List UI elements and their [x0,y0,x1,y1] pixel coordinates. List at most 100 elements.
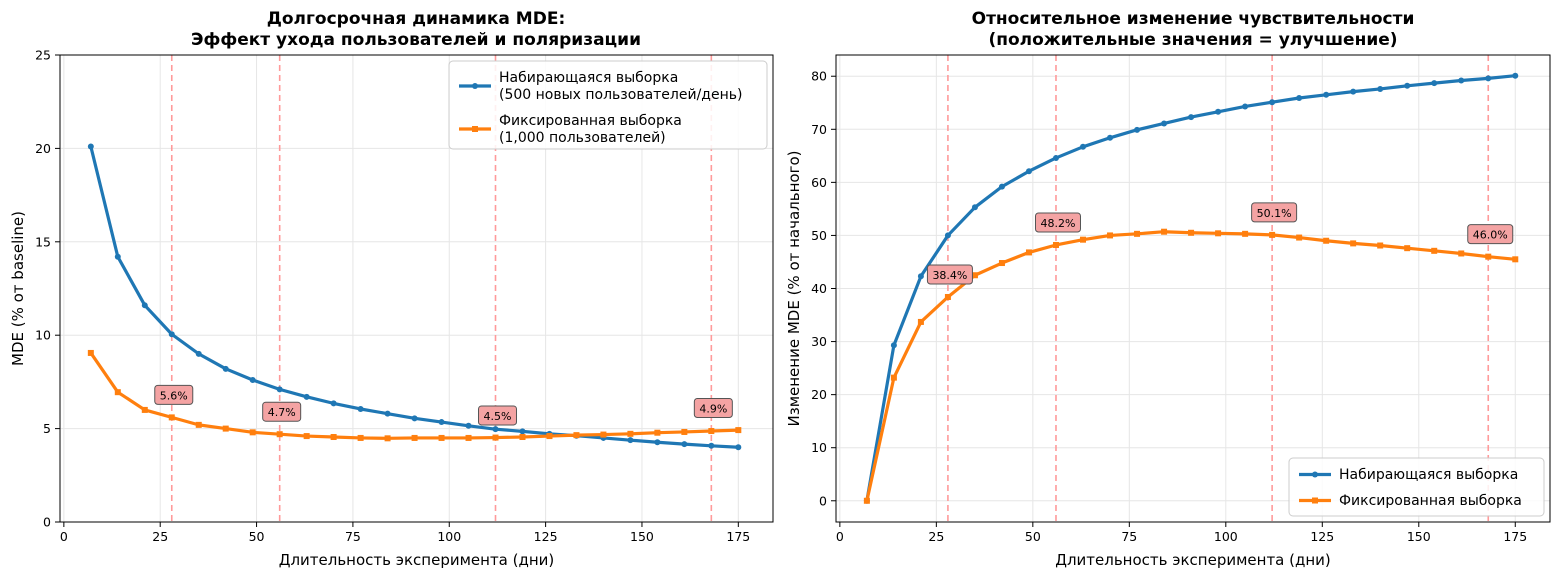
data-point [195,350,202,357]
data-point [998,183,1005,190]
data-point [1323,237,1330,244]
data-point [438,419,445,426]
data-point [141,302,148,309]
data-point [168,331,175,338]
data-point [276,386,283,393]
y-axis-label: Изменение MDE (% от начального) [785,151,803,427]
data-point [708,428,715,435]
data-point [1052,241,1059,248]
x-tick-label: 50 [1025,529,1041,544]
data-point [1404,245,1411,252]
x-tick-label: 25 [928,529,944,544]
y-tick-label: 25 [35,48,51,63]
x-tick-label: 25 [152,529,168,544]
legend: Набирающаяся выборка Фиксированная выборк… [1288,457,1545,517]
annotation-box [1034,212,1081,233]
x-tick-label: 125 [1310,529,1334,544]
data-point [998,260,1005,267]
y-tick-label: 40 [811,281,827,296]
data-point [917,273,924,280]
data-point [944,293,951,300]
y-tick-label: 70 [811,122,827,137]
data-point [1377,85,1384,92]
data-point [1512,256,1519,263]
data-point [654,439,661,446]
data-point [600,431,607,438]
y-tick-label: 5 [43,421,51,436]
data-point [1350,240,1357,247]
legend-swatch-marker [1312,497,1318,504]
data-point [168,414,175,421]
legend-label: Набирающаяся выборка [499,70,678,86]
data-point [195,421,202,428]
data-point [465,434,472,441]
data-point [1458,250,1465,257]
annotation: 4.9% [693,397,733,418]
annotation: 4.5% [478,405,518,426]
annotation-label: 4.9% [699,402,727,415]
annotation-box [1467,224,1514,245]
legend-box [1288,457,1545,517]
chart-title: Долгосрочная динамика MDE: [267,9,566,29]
data-point [411,434,418,441]
data-point [1296,94,1303,101]
data-point [465,422,472,429]
x-tick-label: 0 [60,529,68,544]
data-point [1377,242,1384,249]
annotation: 46.0% [1467,224,1514,245]
annotation-label: 46.0% [1473,229,1508,242]
data-point [492,434,499,441]
data-point [1134,126,1141,133]
data-point [249,429,256,436]
y-tick-label: 10 [811,440,827,455]
data-point [1025,249,1032,256]
data-point [1404,82,1411,89]
data-point [971,204,978,211]
data-point [1161,228,1168,235]
data-point [627,437,634,444]
x-tick-label: 0 [836,529,844,544]
data-point [1080,236,1087,243]
data-point [1350,88,1357,95]
data-point [1458,77,1465,84]
legend-box [448,60,768,150]
data-point [1188,229,1195,236]
data-point [1485,75,1492,82]
x-axis-label: Длительность эксперимента (дни) [1055,551,1331,569]
data-point [411,415,418,422]
legend-label: Набирающаяся выборка [1339,467,1518,483]
data-point [357,405,364,412]
data-point [1512,72,1519,79]
legend-swatch-marker [472,83,478,89]
data-point [222,365,229,372]
y-tick-label: 80 [811,69,827,84]
grid [836,55,1550,522]
annotation-box [926,264,973,285]
annotation: 4.7% [262,401,302,422]
y-tick-label: 30 [811,334,827,349]
data-point [87,143,94,150]
data-point [330,434,337,441]
data-point [1269,99,1276,106]
y-tick-label: 0 [819,493,827,508]
legend: Набирающаяся выборка(500 новых пользоват… [448,60,768,150]
x-tick-label: 50 [249,529,265,544]
plot-frame [59,54,774,523]
data-point [303,433,310,440]
x-tick-label: 75 [1121,529,1137,544]
data-point [438,434,445,441]
annotation-label: 5.6% [160,389,188,402]
data-point [1080,143,1087,150]
data-point [708,442,715,449]
series-2 [863,228,1519,504]
data-point [1161,120,1168,127]
data-point [735,427,742,434]
data-point [276,431,283,438]
data-point [114,253,121,260]
chart-title: (положительные значения = улучшение) [988,30,1397,50]
chart-panel-1: 5.6% 4.7% 4.5% 4.9% 0 25 50 75 100 125 150 175 0 5 10 1… [9,9,774,569]
annotation-box [1251,202,1298,223]
data-point [573,432,580,439]
data-point [1431,247,1438,254]
data-point [1242,230,1249,237]
